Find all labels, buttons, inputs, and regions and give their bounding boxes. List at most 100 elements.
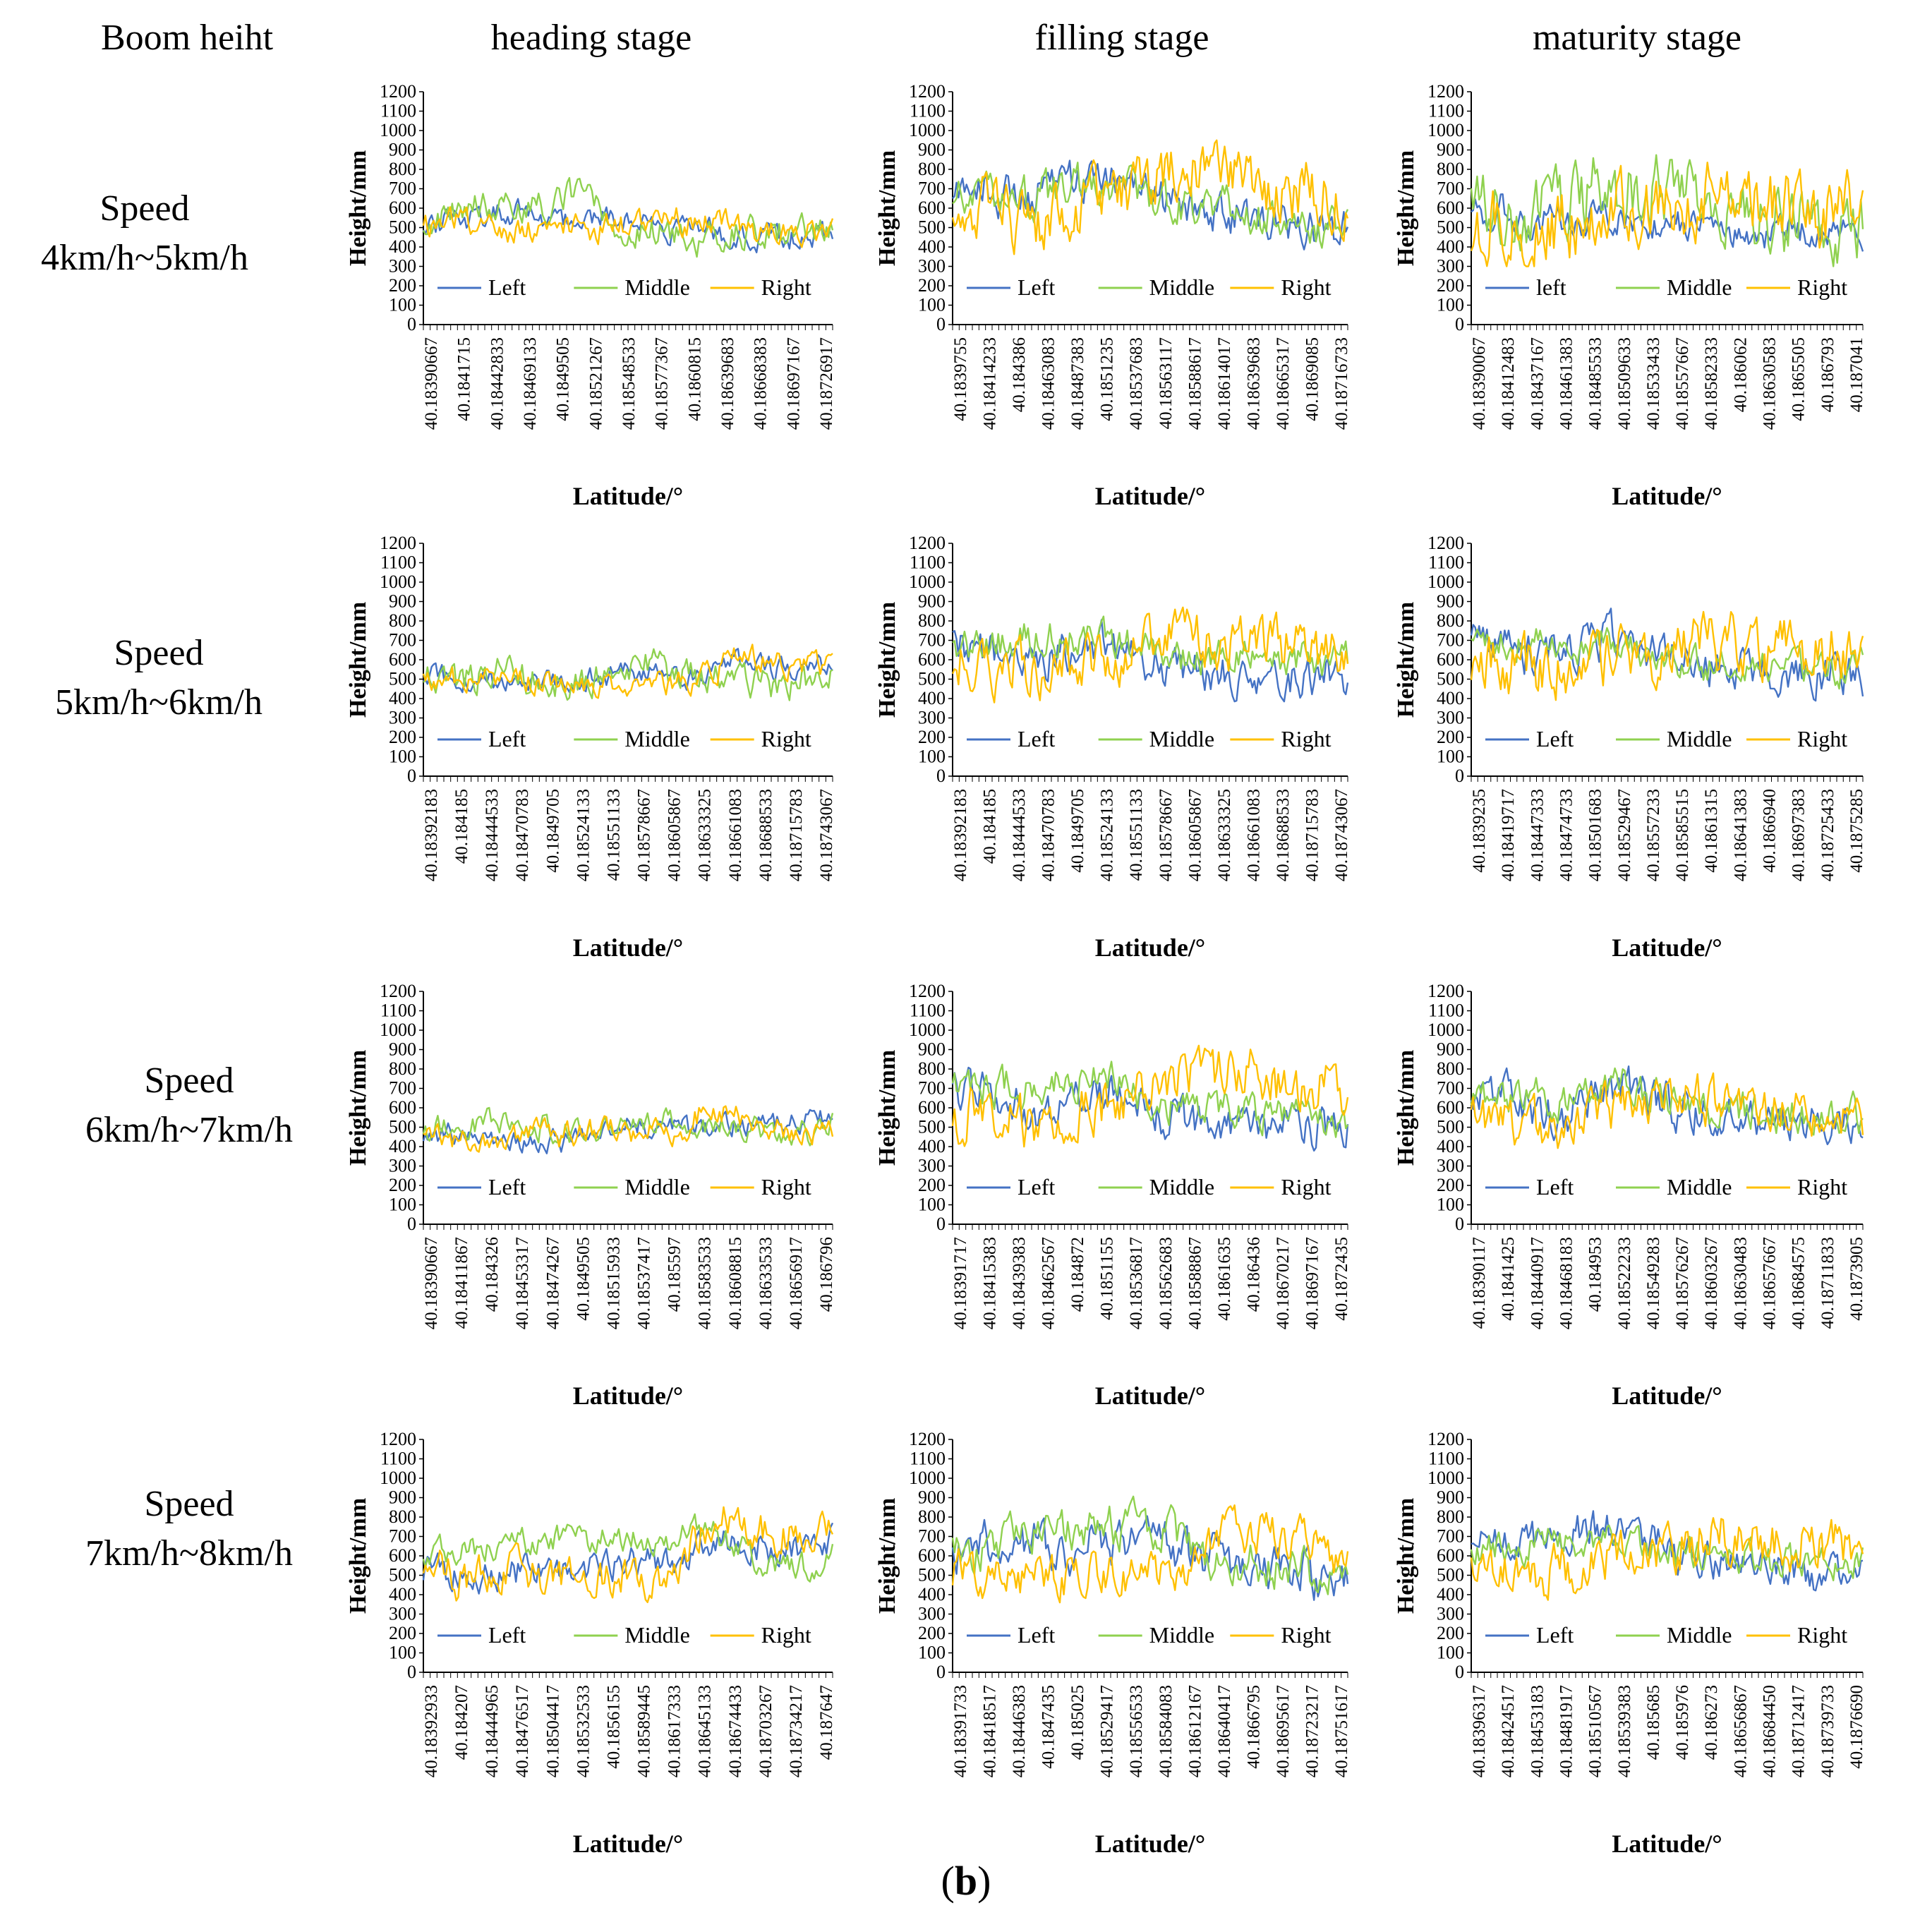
x-tick-label: 40.1873905 — [1847, 1237, 1866, 1321]
x-tick-label: 40.186796 — [817, 1237, 836, 1312]
x-tick-label: 40.185976 — [1673, 1685, 1692, 1760]
x-tick-label: 40.18391733 — [951, 1685, 970, 1777]
y-tick-label: 1000 — [909, 1468, 946, 1488]
caption-paren-close: ) — [977, 1858, 991, 1904]
x-tick-label: 40.18390067 — [1470, 337, 1489, 430]
legend-label-middle: Middle — [1667, 274, 1732, 300]
x-tick-label: 40.184207 — [452, 1685, 471, 1760]
legend-label-right: Right — [761, 274, 811, 300]
x-tick-label: 40.18524133 — [1098, 789, 1117, 881]
y-tick-label: 200 — [1437, 1175, 1464, 1195]
y-tick-label: 900 — [389, 140, 416, 160]
y-tick-label: 1100 — [1428, 552, 1464, 573]
x-tick-label: 40.18688533 — [1274, 789, 1293, 881]
x-tick-label: 40.18743067 — [1332, 789, 1351, 881]
x-tick-label: 40.18697383 — [1789, 789, 1809, 881]
x-tick-label: 40.18578667 — [635, 789, 654, 881]
x-tick-label: 40.18608815 — [726, 1237, 745, 1329]
y-axis-title: Height/mm — [1393, 1498, 1419, 1614]
x-axis-title: Latitude/° — [1612, 1830, 1722, 1858]
y-tick-label: 900 — [1437, 140, 1464, 160]
y-tick-label: 0 — [936, 766, 946, 786]
x-tick-label: 40.18715783 — [787, 789, 806, 881]
y-tick-label: 500 — [918, 217, 946, 238]
y-tick-label: 300 — [389, 1604, 416, 1624]
y-tick-label: 800 — [389, 1058, 416, 1079]
series-line-right — [422, 206, 834, 248]
y-tick-label: 1100 — [380, 552, 416, 573]
x-axis-title: Latitude/° — [573, 1382, 683, 1410]
x-tick-label: 40.18588867 — [1185, 1237, 1205, 1329]
y-tick-label: 300 — [918, 1156, 946, 1176]
series-line-right — [951, 139, 1349, 255]
x-tick-label: 40.1841425 — [1499, 1237, 1518, 1321]
x-tick-label: 40.1869085 — [1303, 337, 1322, 421]
x-tick-label: 40.18633325 — [696, 789, 715, 881]
y-tick-label: 800 — [1437, 159, 1464, 179]
series-line-right — [951, 606, 1349, 703]
y-tick-label: 800 — [918, 610, 946, 631]
y-axis-title: Height/mm — [345, 602, 371, 718]
x-tick-label: 40.18630583 — [1761, 337, 1780, 430]
y-tick-label: 1200 — [1427, 981, 1464, 1001]
x-tick-label: 40.18641383 — [1731, 789, 1750, 881]
x-tick-label: 40.185025 — [1068, 1685, 1087, 1760]
y-tick-label: 400 — [1437, 236, 1464, 257]
series-line-right — [1470, 1072, 1864, 1149]
y-tick-label: 1100 — [1428, 101, 1464, 121]
y-tick-label: 300 — [389, 708, 416, 728]
x-tick-label: 40.18605867 — [665, 789, 684, 881]
y-tick-label: 700 — [1437, 1078, 1464, 1099]
x-tick-label: 40.18656917 — [787, 1237, 806, 1329]
y-tick-label: 200 — [918, 275, 946, 296]
x-tick-label: 40.1851155 — [1098, 1237, 1117, 1320]
x-tick-label: 40.18474267 — [543, 1237, 562, 1329]
series-line-left — [422, 1522, 834, 1595]
x-tick-label: 40.18743067 — [817, 789, 836, 881]
x-tick-label: 40.18697167 — [784, 337, 803, 430]
y-tick-label: 600 — [389, 649, 416, 670]
x-tick-label: 40.18557667 — [1673, 337, 1692, 430]
y-tick-label: 600 — [1437, 198, 1464, 218]
x-tick-label: 40.18723217 — [1303, 1685, 1322, 1777]
x-tick-label: 40.18585515 — [1673, 789, 1692, 881]
y-tick-label: 300 — [1437, 256, 1464, 277]
y-tick-label: 700 — [918, 179, 946, 199]
y-tick-label: 1000 — [380, 1020, 416, 1040]
x-tick-label: 40.18630483 — [1731, 1237, 1750, 1329]
x-tick-label: 40.18439383 — [1010, 1237, 1029, 1329]
y-tick-label: 1100 — [910, 1001, 946, 1021]
y-tick-label: 800 — [918, 159, 946, 179]
y-tick-label: 100 — [389, 747, 416, 767]
x-tick-label: 40.18684450 — [1761, 1685, 1780, 1777]
y-tick-label: 0 — [1455, 766, 1464, 786]
x-tick-label: 40.18605867 — [1185, 789, 1205, 881]
legend-label-left: Left — [1536, 1174, 1574, 1200]
x-tick-label: 40.18529417 — [1098, 1685, 1117, 1777]
legend-label-right: Right — [1281, 1174, 1331, 1200]
x-tick-label: 40.18462567 — [1039, 1237, 1058, 1329]
y-tick-label: 100 — [918, 295, 946, 315]
series-line-left — [423, 648, 833, 694]
series-line-middle — [1470, 1067, 1864, 1136]
y-tick-label: 300 — [1437, 1156, 1464, 1176]
x-tick-label: 40.18470783 — [1039, 789, 1058, 881]
legend-label-left: Left — [1018, 274, 1055, 300]
y-tick-label: 800 — [918, 1058, 946, 1079]
x-tick-label: 40.18612167 — [1185, 1685, 1205, 1777]
x-tick-label: 40.18725433 — [1818, 789, 1837, 881]
y-tick-label: 800 — [389, 610, 416, 631]
y-tick-label: 400 — [389, 688, 416, 708]
x-tick-label: 40.18392933 — [422, 1685, 441, 1777]
y-tick-label: 800 — [1437, 1058, 1464, 1079]
y-tick-label: 300 — [918, 256, 946, 277]
legend-label-left: Left — [1018, 726, 1055, 751]
series-line-middle — [952, 615, 1349, 677]
x-tick-label: 40.18476517 — [513, 1685, 532, 1777]
x-tick-label: 40.18668383 — [751, 337, 771, 430]
y-tick-label: 1200 — [909, 533, 946, 553]
x-tick-label: 40.18588617 — [1185, 337, 1205, 430]
y-tick-label: 800 — [1437, 1506, 1464, 1527]
y-axis-title: Height/mm — [874, 1498, 900, 1614]
y-tick-label: 100 — [918, 1195, 946, 1215]
